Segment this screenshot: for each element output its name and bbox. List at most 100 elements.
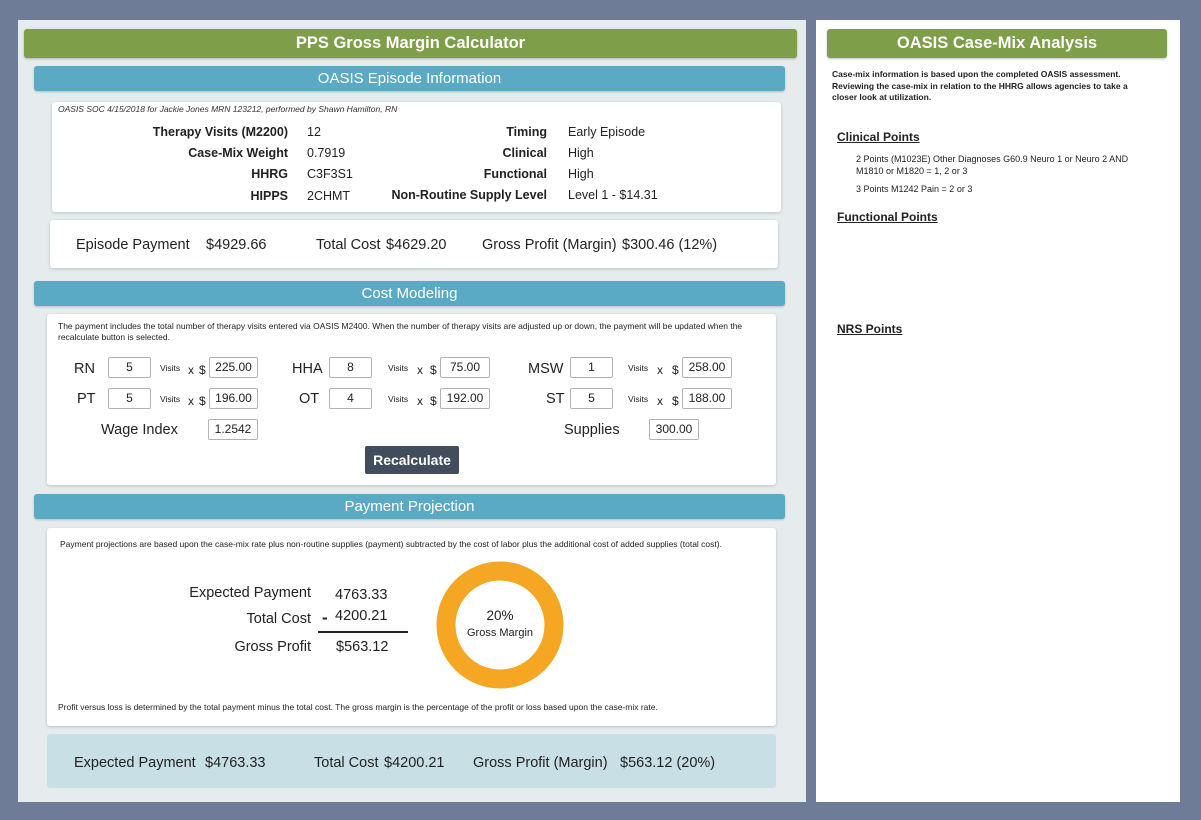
- cost-modeling-note: The payment includes the total number of…: [58, 321, 743, 342]
- msw-label: MSW: [528, 361, 564, 377]
- hha-times-sign: x: [417, 363, 423, 377]
- total-cost-label: Total Cost: [246, 611, 311, 627]
- case-mix-weight-value: 0.7919: [307, 146, 346, 160]
- bottom-cost-label: Total Cost: [314, 755, 379, 771]
- projection-footer: Profit versus loss is determined by the …: [58, 702, 658, 712]
- nrs-points-heading: NRS Points: [837, 322, 903, 336]
- case-mix-weight-label: Case-Mix Weight: [188, 146, 288, 160]
- gross-profit-label: Gross Profit: [234, 639, 311, 655]
- payment-projection-header: Payment Projection: [34, 494, 785, 519]
- analysis-title: OASIS Case-Mix Analysis: [827, 29, 1167, 58]
- hhrg-label: HHRG: [251, 167, 288, 181]
- episode-payment-label: Episode Payment: [76, 237, 190, 253]
- supplies-input[interactable]: 300.00: [649, 419, 699, 440]
- rn-times-sign: x: [188, 363, 194, 377]
- therapy-visits-label: Therapy Visits (M2200): [152, 125, 288, 139]
- ot-label: OT: [299, 391, 320, 407]
- st-dollar-sign: $: [672, 394, 679, 408]
- pt-dollar-sign: $: [199, 394, 206, 408]
- projection-note: Payment projections are based upon the c…: [60, 539, 722, 549]
- rn-visits-word: Visits: [160, 363, 181, 373]
- hipps-value: 2CHMT: [307, 189, 351, 203]
- pt-visits-word: Visits: [160, 394, 181, 404]
- timing-value: Early Episode: [568, 125, 646, 139]
- hhrg-value: C3F3S1: [307, 167, 353, 181]
- st-times-sign: x: [657, 394, 663, 408]
- pt-rate-input[interactable]: 196.00: [209, 388, 258, 409]
- expected-payment-value: 4763.33: [335, 587, 388, 603]
- donut-margin-arc: [436, 561, 564, 689]
- analysis-intro: Case-mix information is based upon the c…: [832, 69, 1128, 102]
- msw-rate-input[interactable]: 258.00: [682, 357, 732, 378]
- st-visits-word: Visits: [628, 394, 649, 404]
- ot-times-sign: x: [417, 394, 423, 408]
- episode-profit-value: $300.46 (12%): [622, 237, 718, 253]
- timing-label: Timing: [506, 125, 547, 139]
- case-mix-analysis-panel: [816, 20, 1180, 802]
- minus-sign: -: [322, 608, 328, 627]
- msw-dollar-sign: $: [672, 363, 679, 377]
- clinical-point-item: 2 Points (M1023E) Other Diagnoses G60.9 …: [856, 154, 1129, 176]
- episode-profit-label: Gross Profit (Margin): [482, 237, 617, 253]
- episode-cost-value: $4629.20: [386, 237, 447, 253]
- msw-visits-input[interactable]: 1: [570, 357, 613, 378]
- bottom-summary-bar: [47, 734, 776, 788]
- pt-times-sign: x: [188, 394, 194, 408]
- gross-profit-value: $563.12: [336, 639, 389, 655]
- ot-dollar-sign: $: [430, 394, 437, 408]
- therapy-visits-value: 12: [307, 125, 321, 139]
- episode-info-card: [52, 102, 781, 212]
- supplies-label: Supplies: [564, 422, 620, 438]
- hha-visits-input[interactable]: 8: [329, 357, 372, 378]
- st-label: ST: [546, 391, 565, 407]
- rn-label: RN: [74, 361, 95, 377]
- ot-visits-word: Visits: [388, 394, 409, 404]
- episode-note: OASIS SOC 4/15/2018 for Jackie Jones MRN…: [58, 104, 398, 114]
- nrs-level-value: Level 1 - $14.31: [568, 188, 658, 202]
- clinical-value: High: [568, 146, 594, 160]
- episode-payment-value: $4929.66: [206, 237, 267, 253]
- hha-rate-input[interactable]: 75.00: [440, 357, 490, 378]
- recalculate-button[interactable]: Recalculate: [365, 446, 459, 474]
- margin-percent: 20%: [486, 608, 514, 623]
- total-cost-value: 4200.21: [335, 608, 388, 624]
- episode-summary-card: [50, 220, 778, 268]
- bottom-payment-label: Expected Payment: [74, 755, 196, 771]
- msw-visits-word: Visits: [628, 363, 649, 373]
- functional-points-heading: Functional Points: [837, 210, 938, 224]
- st-visits-input[interactable]: 5: [570, 388, 613, 409]
- clinical-label: Clinical: [502, 146, 547, 160]
- functional-label: Functional: [483, 167, 547, 181]
- wage-index-input[interactable]: 1.2542: [208, 419, 258, 440]
- msw-times-sign: x: [657, 363, 663, 377]
- cost-modeling-header: Cost Modeling: [34, 281, 785, 306]
- rn-rate-input[interactable]: 225.00: [209, 357, 258, 378]
- clinical-points-heading: Clinical Points: [837, 130, 920, 144]
- bottom-cost-value: $4200.21: [384, 755, 445, 771]
- hha-label: HHA: [292, 361, 323, 377]
- expected-payment-label: Expected Payment: [189, 585, 311, 601]
- functional-value: High: [568, 167, 594, 181]
- bottom-payment-value: $4763.33: [205, 755, 266, 771]
- margin-label: Gross Margin: [466, 627, 534, 639]
- pt-label: PT: [77, 391, 96, 407]
- bottom-profit-label: Gross Profit (Margin): [473, 755, 608, 771]
- hha-dollar-sign: $: [430, 363, 437, 377]
- rn-dollar-sign: $: [199, 363, 206, 377]
- wage-index-label: Wage Index: [101, 422, 178, 438]
- bottom-profit-value: $563.12 (20%): [620, 755, 716, 771]
- episode-cost-label: Total Cost: [316, 237, 381, 253]
- calculator-title: PPS Gross Margin Calculator: [24, 29, 797, 58]
- gross-margin-donut: [436, 561, 564, 689]
- clinical-point-item: 3 Points M1242 Pain = 2 or 3: [856, 184, 973, 194]
- hipps-label: HIPPS: [250, 189, 288, 203]
- sum-divider-line: [318, 631, 408, 633]
- ot-rate-input[interactable]: 192.00: [440, 388, 490, 409]
- pt-visits-input[interactable]: 5: [108, 388, 151, 409]
- st-rate-input[interactable]: 188.00: [682, 388, 732, 409]
- episode-section-header: OASIS Episode Information: [34, 66, 785, 91]
- payment-projection-card: [47, 528, 776, 726]
- rn-visits-input[interactable]: 5: [108, 357, 151, 378]
- ot-visits-input[interactable]: 4: [329, 388, 372, 409]
- hha-visits-word: Visits: [388, 363, 409, 373]
